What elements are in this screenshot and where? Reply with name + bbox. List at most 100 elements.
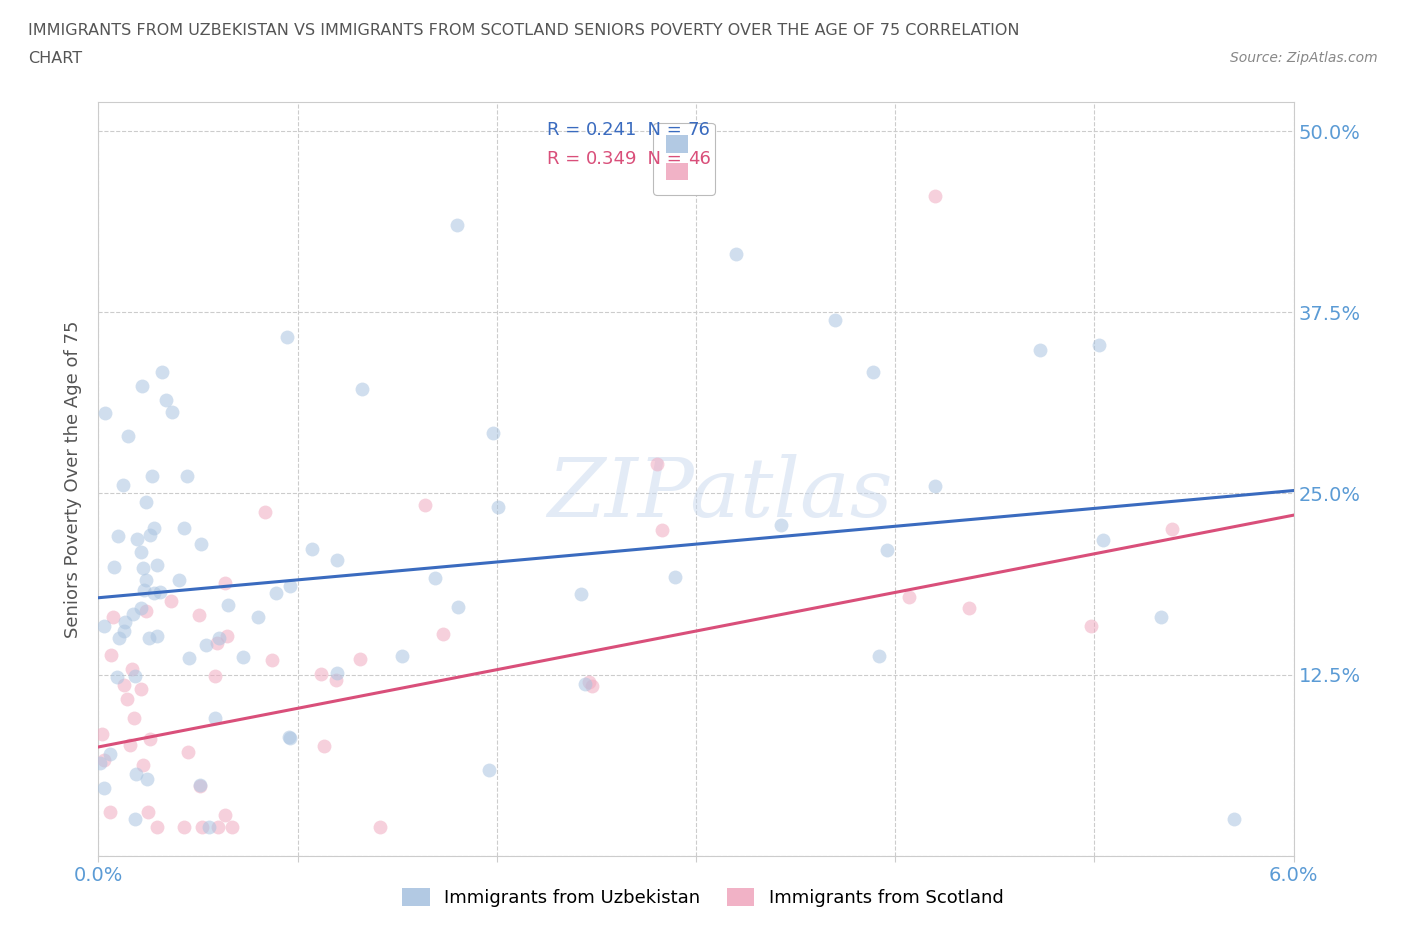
Point [447,600,470,615]
Point [207,819,229,834]
Point [898,590,921,604]
Point [482,425,505,440]
Point [118,737,141,752]
Point [1223,812,1246,827]
Text: ZIPatlas: ZIPatlas [547,454,893,534]
Point [135,604,157,618]
Text: 0.241: 0.241 [586,121,637,140]
Point [217,597,239,612]
Point [93,618,115,633]
Point [204,711,226,725]
Point [214,576,236,591]
Point [90,727,112,742]
Point [129,601,152,616]
Point [125,532,148,547]
Text: R =: R = [547,121,585,140]
Point [176,469,198,484]
Point [391,649,413,664]
Point [188,778,211,793]
Point [769,517,792,532]
Point [959,601,981,616]
Point [349,651,371,666]
Point [149,585,172,600]
Point [146,629,169,644]
Point [105,670,128,684]
Point [264,585,287,600]
Point [1080,619,1102,634]
Text: 0.349: 0.349 [586,150,637,167]
Point [253,505,276,520]
Point [478,763,501,777]
Point [93,780,115,795]
Point [124,766,146,781]
Point [486,500,509,515]
Point [368,819,391,834]
Point [188,777,211,792]
Point [132,561,155,576]
Point [103,560,125,575]
Text: CHART: CHART [28,51,82,66]
Point [214,807,236,822]
Point [122,606,145,621]
Point [352,382,374,397]
Point [139,732,162,747]
Point [1150,609,1173,624]
Point [326,552,349,567]
Point [115,691,138,706]
Point [146,558,169,573]
Point [173,819,195,834]
Point [100,647,122,662]
Point [195,638,218,653]
Text: 46: 46 [688,150,710,167]
Point [232,649,254,664]
Point [578,674,600,689]
Point [301,541,323,556]
Point [131,379,153,393]
Point [167,572,190,587]
Point [325,673,347,688]
Point [432,627,454,642]
Text: N =: N = [637,150,688,167]
Point [112,624,135,639]
Point [868,648,890,663]
Point [664,569,686,584]
Point [278,578,301,593]
Point [142,520,165,535]
Point [581,679,603,694]
Point [160,405,183,419]
Point [574,676,596,691]
Point [138,631,160,646]
Point [1161,522,1184,537]
Point [198,819,221,834]
Point [191,819,214,834]
Point [112,677,135,692]
Point [124,669,146,684]
Text: N =: N = [637,121,688,140]
Point [651,523,673,538]
Point [112,477,135,492]
Point [93,406,115,421]
Point [221,819,243,834]
Point [98,747,121,762]
Point [177,745,200,760]
Point [208,631,231,645]
Point [93,752,115,767]
Point [160,593,183,608]
Point [876,543,898,558]
Point [177,650,200,665]
Point [1088,338,1111,352]
Y-axis label: Seniors Poverty Over the Age of 75: Seniors Poverty Over the Age of 75 [65,320,83,638]
Point [134,582,156,597]
Legend: , : , [654,123,714,194]
Point [278,729,301,744]
Legend: Immigrants from Uzbekistan, Immigrants from Scotland: Immigrants from Uzbekistan, Immigrants f… [394,880,1012,916]
Point [136,772,159,787]
Point [413,498,436,512]
Point [132,757,155,772]
Point [135,495,157,510]
Point [114,614,136,629]
Point [446,218,468,232]
Point [129,681,152,696]
Text: Source: ZipAtlas.com: Source: ZipAtlas.com [1230,51,1378,65]
Text: 76: 76 [688,121,710,140]
